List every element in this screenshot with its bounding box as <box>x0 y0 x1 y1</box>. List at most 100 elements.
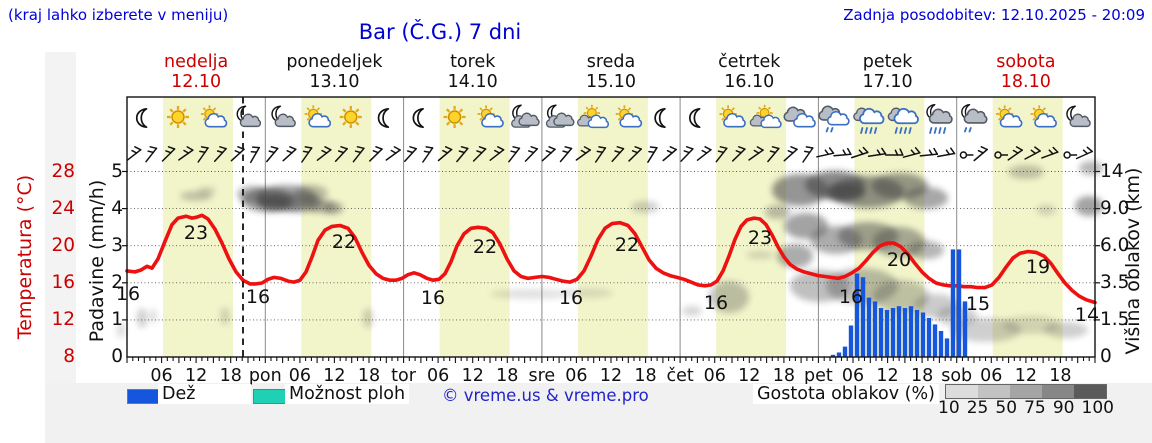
weather-icon-moon-rain <box>926 103 953 134</box>
temp-max-label: 20 <box>887 249 911 271</box>
rain-bar <box>932 324 938 357</box>
rain-bar <box>848 325 854 357</box>
temp-tick: 28 <box>51 160 75 182</box>
weather-icon-sun-cloud <box>615 105 643 128</box>
temp-max-label: 19 <box>1026 256 1050 278</box>
cloud-blob <box>363 308 373 328</box>
density-segment-4 <box>1074 385 1106 398</box>
cloud-blob <box>1036 205 1056 215</box>
wind-barb-icon <box>404 146 417 163</box>
weather-icon-sun-cloud <box>477 105 504 128</box>
wind-calm-icon <box>959 151 974 159</box>
temp-min-label: 16 <box>839 286 863 308</box>
rain-bar <box>938 331 944 357</box>
rain-bar <box>944 338 950 357</box>
rain-bar <box>902 308 908 357</box>
day-date: 13.10 <box>309 72 360 92</box>
cloud-blob <box>682 306 702 316</box>
wind-barb-icon <box>369 146 383 162</box>
cloud-blob <box>746 251 774 259</box>
wind-barb-icon <box>334 146 348 162</box>
precip-tick: 3 <box>111 234 123 256</box>
weather-icon-moon <box>689 107 701 129</box>
rain-bar <box>962 301 968 358</box>
wind-barb-icon <box>197 146 209 163</box>
wind-barb-icon <box>1041 146 1059 159</box>
wind-barb-icon <box>126 146 142 161</box>
day-name: nedelja <box>164 52 229 72</box>
cloud-blob <box>1079 161 1103 175</box>
day-abbrev-label: sre <box>528 366 556 386</box>
wind-barb-icon <box>316 146 332 161</box>
height-tick: 9.0 <box>1100 197 1130 219</box>
temp-tick: 12 <box>51 308 75 330</box>
wind-barb-icon <box>885 148 904 156</box>
left-gutter-strip <box>45 52 76 443</box>
day-name: torek <box>450 52 496 72</box>
rain-bar <box>950 249 956 357</box>
day-abbrev-label: čet <box>666 366 694 386</box>
wind-barb-icon <box>783 146 798 162</box>
day-name: četrtek <box>718 52 781 72</box>
weather-icon-sun-clouds <box>749 104 782 129</box>
cloud-blob <box>117 322 125 338</box>
weather-icon-moon-drizzle <box>961 103 988 133</box>
hour-tick-label: 06 <box>288 366 311 386</box>
wind-barb-icon <box>748 146 764 161</box>
day-date: 18.10 <box>1000 72 1051 92</box>
rain-bar <box>872 301 878 358</box>
weather-icon-sun <box>443 105 466 129</box>
temperature-curve <box>125 213 1097 305</box>
temp-min-label: 16 <box>559 287 583 309</box>
wind-barb-icon <box>662 146 677 162</box>
temp-max-label: 23 <box>748 227 772 249</box>
wind-barb-icon <box>508 146 521 163</box>
cloud-blob <box>1075 196 1103 216</box>
day-date: 14.10 <box>447 72 498 92</box>
hour-tick-label: 06 <box>150 366 173 386</box>
cloud-density-legend-label: Gostota oblakov (%) <box>753 384 939 404</box>
rain-bar <box>842 346 848 357</box>
wind-calm-icon <box>1063 151 1078 159</box>
rain-bar <box>830 354 836 357</box>
temp-min-label: 16 <box>421 287 445 309</box>
wind-barb-icon <box>628 146 642 162</box>
day-label-ponedeljek: ponedeljek 13.10 <box>269 52 399 92</box>
cloud-blob <box>1008 165 1044 179</box>
temp-tick: 24 <box>51 197 75 219</box>
weather-icon-moon <box>412 107 424 129</box>
wind-barb-icon <box>937 147 956 158</box>
rain-bar <box>920 312 926 357</box>
daytime-band <box>716 97 787 357</box>
wind-barb-icon <box>249 146 260 164</box>
day-name: petek <box>862 52 913 72</box>
weather-icon-moon <box>135 107 148 129</box>
hour-tick-label: 18 <box>772 366 795 386</box>
cloud-density-tick-labels: 10 25 50 75 90 100 <box>938 398 1114 418</box>
day-date: 16.10 <box>724 72 775 92</box>
precip-tick: 1 <box>111 308 123 330</box>
cloud-blob <box>631 201 659 213</box>
cloud-blob <box>220 307 230 325</box>
hour-tick-label: 18 <box>634 366 657 386</box>
cloud-blob <box>765 205 791 219</box>
cloud-blob <box>198 187 216 195</box>
daytime-band <box>992 97 1063 357</box>
day-abbrev-label: tor <box>391 366 416 386</box>
copyright-link[interactable]: © vreme.us & vreme.pro <box>442 386 649 405</box>
day-name: sreda <box>586 52 636 72</box>
hour-tick-label: 12 <box>738 366 761 386</box>
density-tick: 90 <box>1052 398 1075 418</box>
wind-barb-icon <box>767 146 780 163</box>
density-tick: 75 <box>1024 398 1046 418</box>
density-segment-3 <box>1042 385 1074 398</box>
wind-barb-icon <box>301 146 313 163</box>
wind-barb-icon <box>594 146 607 163</box>
precip-tick: 5 <box>111 160 123 182</box>
wind-barb-icon <box>352 146 365 163</box>
hour-tick-label: 12 <box>185 366 208 386</box>
wind-barb-icon <box>1007 146 1023 161</box>
menu-hint-note: (kraj lahko izberete v meniju) <box>8 6 229 24</box>
temp-tick: 16 <box>51 271 75 293</box>
